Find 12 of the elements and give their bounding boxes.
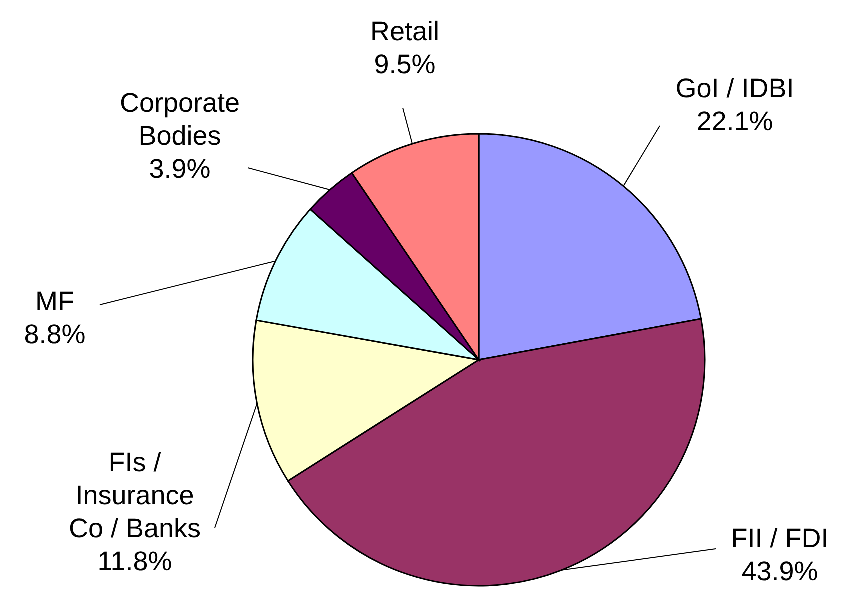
slice-label: MF [36, 286, 74, 316]
data-label: 3.9% [149, 154, 211, 184]
data-label: 9.5% [374, 50, 436, 80]
data-label: 11.8% [98, 546, 172, 576]
slice-label: GoI / IDBI [676, 74, 794, 104]
slice-label: FII / FDI [731, 524, 829, 554]
slice-label: Retail [370, 16, 440, 46]
data-label: 22.1% [696, 106, 774, 136]
data-label: 8.8% [24, 320, 86, 350]
data-label: 43.9% [742, 556, 818, 586]
slice-label: Corporate Bodies [120, 88, 240, 151]
slice-label: FIs / Insurance Co / Banks [68, 448, 202, 544]
